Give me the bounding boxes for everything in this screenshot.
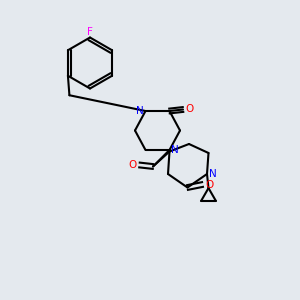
- Text: O: O: [129, 160, 137, 170]
- Text: N: N: [136, 106, 144, 116]
- Text: O: O: [185, 104, 193, 114]
- Text: N: N: [171, 145, 179, 155]
- Text: O: O: [205, 179, 213, 190]
- Text: F: F: [87, 27, 93, 37]
- Text: N: N: [209, 169, 217, 179]
